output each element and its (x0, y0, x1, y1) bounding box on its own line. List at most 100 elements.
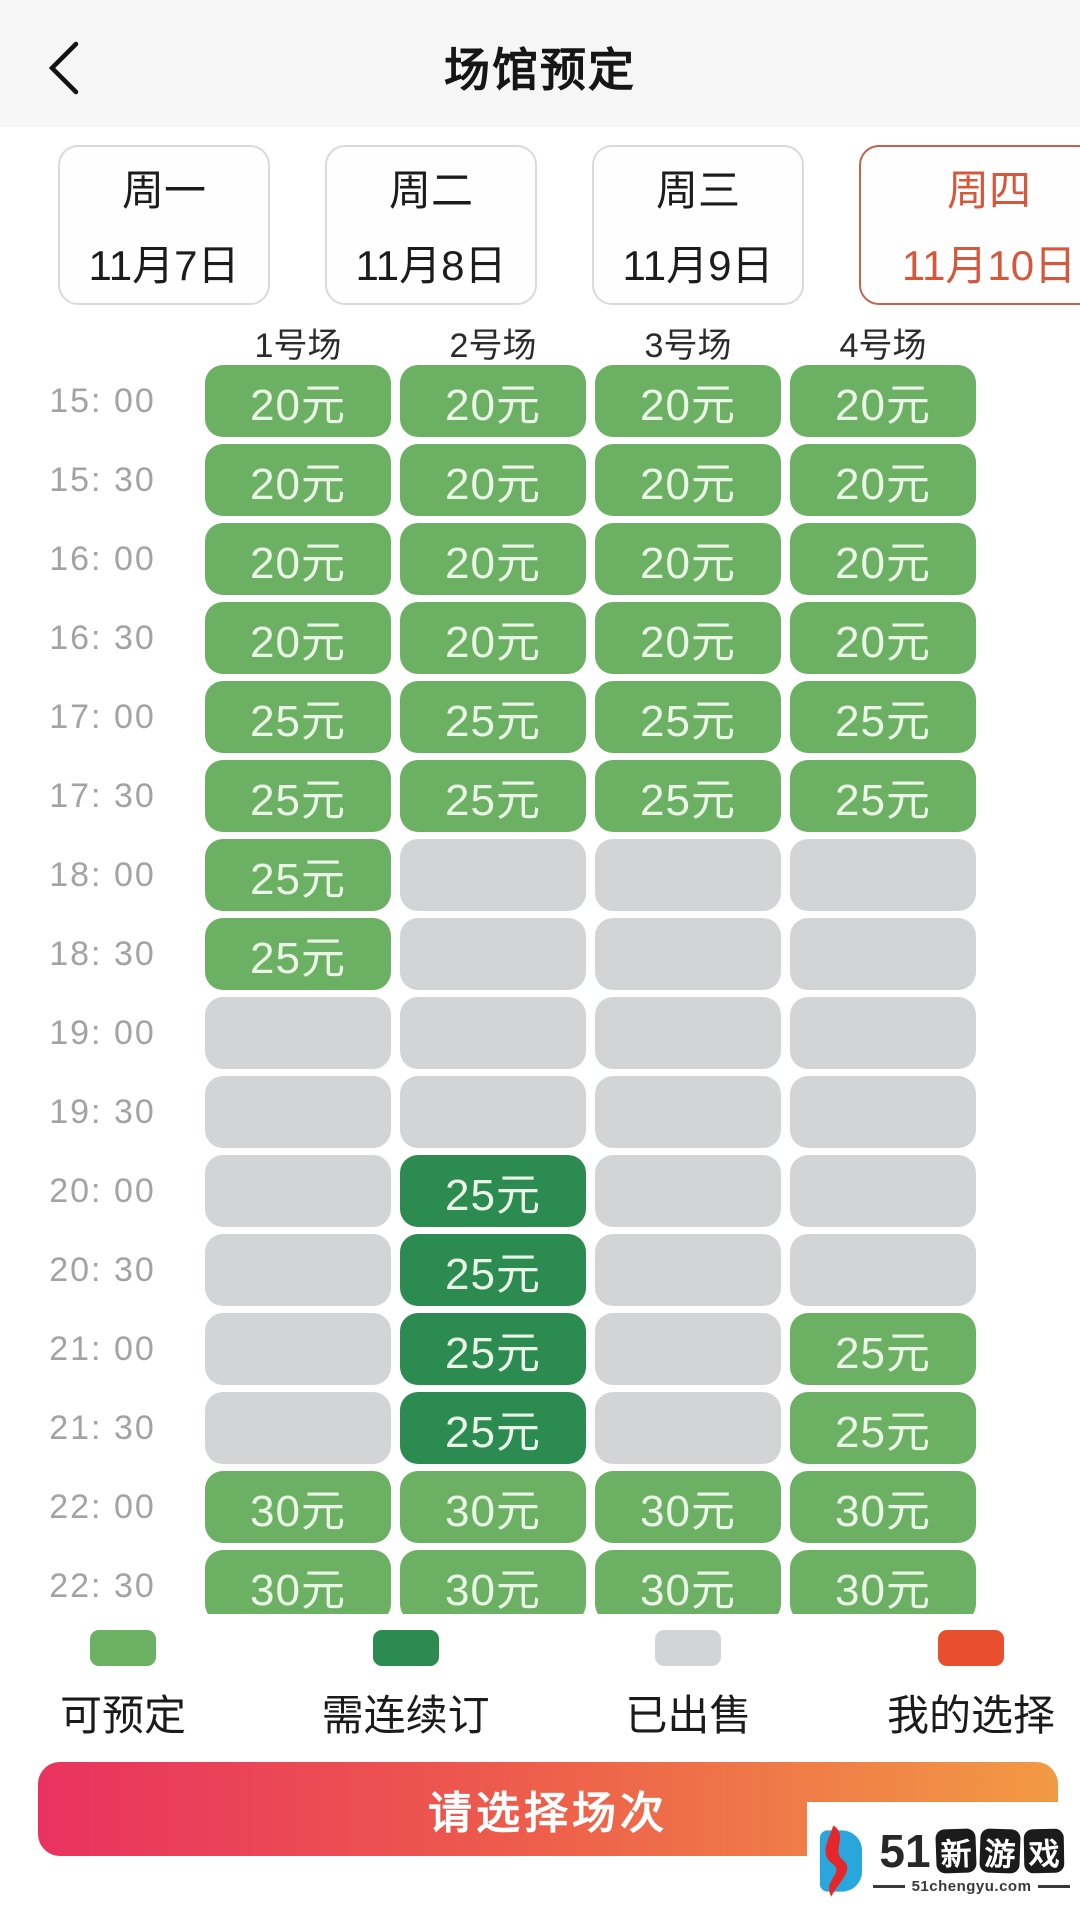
slot-cell-available[interactable]: 25元 (205, 918, 391, 990)
time-label: 16: 30 (49, 618, 156, 657)
slot-row: 22: 00 30元 30元 30元 30元 (0, 1471, 1080, 1543)
court-header-1: 1号场 (254, 327, 342, 365)
slot-cell-available[interactable]: 20元 (790, 602, 976, 674)
slot-cell-consecutive[interactable]: 25元 (400, 1313, 586, 1385)
tab-weekday: 周一 (121, 167, 206, 214)
slot-cell-sold (595, 997, 781, 1069)
watermark-stamp: 游 (978, 1827, 1021, 1874)
slot-cell-available[interactable]: 20元 (595, 602, 781, 674)
select-session-label: 请选择场次 (428, 1789, 668, 1838)
slot-cell-available[interactable]: 30元 (205, 1550, 391, 1614)
tab-date: 11月10日 (901, 242, 1077, 289)
court-header-2: 2号场 (449, 327, 537, 365)
slot-cell-sold (595, 1313, 781, 1385)
slot-cell-available[interactable]: 20元 (595, 365, 781, 437)
tab-weekday: 周四 (946, 167, 1031, 214)
slot-cell-available[interactable]: 25元 (400, 760, 586, 832)
slot-row: 20: 00 25元 (0, 1155, 1080, 1227)
slot-cell-available[interactable]: 30元 (400, 1471, 586, 1543)
slot-cell-available[interactable]: 25元 (205, 839, 391, 911)
legend-item-available: 可预定 (60, 1630, 186, 1743)
date-tab-4[interactable]: 周四 11月10日 (859, 145, 1080, 305)
date-tab-1[interactable]: 周一 11月7日 (58, 145, 270, 305)
slot-row: 20: 30 25元 (0, 1234, 1080, 1306)
court-headers: 1号场 2号场 3号场 4号场 (205, 318, 985, 367)
slot-row: 16: 30 20元 20元 20元 20元 (0, 602, 1080, 674)
slot-cell-sold (790, 1076, 976, 1148)
slot-cell-available[interactable]: 20元 (205, 602, 391, 674)
tab-date: 11月8日 (355, 242, 507, 289)
slot-cell-available[interactable]: 25元 (790, 1392, 976, 1464)
slot-cell-available[interactable]: 25元 (400, 681, 586, 753)
slot-cell-available[interactable]: 25元 (595, 681, 781, 753)
slot-cell-available[interactable]: 30元 (790, 1550, 976, 1614)
slot-cell-consecutive[interactable]: 25元 (400, 1155, 586, 1227)
slot-cell-available[interactable]: 30元 (595, 1471, 781, 1543)
legend-item-sold: 已出售 (625, 1630, 751, 1743)
header: 场馆预定 (0, 0, 1080, 127)
slot-cell-available[interactable]: 25元 (790, 1313, 976, 1385)
back-button[interactable] (40, 38, 88, 98)
slot-cell-consecutive[interactable]: 25元 (400, 1392, 586, 1464)
watermark-stamps: 新游戏 (934, 1827, 1064, 1874)
slot-cell-available[interactable]: 20元 (400, 365, 586, 437)
slot-row: 17: 00 25元 25元 25元 25元 (0, 681, 1080, 753)
legend-item-consecutive: 需连续订 (322, 1630, 490, 1743)
slot-cell-available[interactable]: 25元 (790, 760, 976, 832)
slot-cell-available[interactable]: 30元 (205, 1471, 391, 1543)
legend-label: 需连续订 (321, 1692, 490, 1739)
slot-cell-sold (595, 1392, 781, 1464)
watermark: 51 新游戏 51chengyu.com (807, 1802, 1080, 1920)
date-tab-3[interactable]: 周三 11月9日 (592, 145, 804, 305)
slot-row: 19: 00 (0, 997, 1080, 1069)
slot-cell-available[interactable]: 20元 (595, 523, 781, 595)
legend: 可预定 需连续订 已出售 我的选择 (0, 1630, 1080, 1743)
date-tab-strip[interactable]: 周一 11月7日 周二 11月8日 周三 11月9日 周四 11月10日 (0, 145, 1080, 311)
watermark-prefix: 51 (879, 1824, 931, 1877)
time-label: 22: 00 (49, 1487, 156, 1526)
slot-row: 16: 00 20元 20元 20元 20元 (0, 523, 1080, 595)
slot-cell-sold (790, 918, 976, 990)
back-chevron-icon (48, 41, 79, 95)
slot-cell-sold (595, 1155, 781, 1227)
time-label: 19: 30 (49, 1092, 156, 1131)
slot-cell-available[interactable]: 25元 (595, 760, 781, 832)
slot-cell-consecutive[interactable]: 25元 (400, 1234, 586, 1306)
slot-cell-sold (400, 1076, 586, 1148)
time-label: 21: 00 (49, 1329, 156, 1368)
tab-date: 11月9日 (622, 242, 774, 289)
date-tab-2[interactable]: 周二 11月8日 (325, 145, 537, 305)
time-label: 15: 30 (49, 460, 156, 499)
slot-cell-available[interactable]: 20元 (205, 365, 391, 437)
slot-cell-available[interactable]: 20元 (205, 523, 391, 595)
slot-row: 18: 30 25元 (0, 918, 1080, 990)
slot-cell-available[interactable]: 20元 (790, 523, 976, 595)
slot-cell-available[interactable]: 20元 (790, 365, 976, 437)
slot-cell-available[interactable]: 20元 (400, 602, 586, 674)
slot-cell-sold (595, 839, 781, 911)
legend-swatch-my_choice (937, 1630, 1004, 1666)
slot-cell-sold (790, 1155, 976, 1227)
slot-cell-sold (595, 1234, 781, 1306)
slot-cell-available[interactable]: 25元 (790, 681, 976, 753)
legend-swatch-available (90, 1630, 156, 1666)
slot-cell-sold (205, 1155, 391, 1227)
51-games-logo-icon (819, 1825, 862, 1897)
slot-cell-available[interactable]: 25元 (205, 760, 391, 832)
slot-cell-available[interactable]: 20元 (595, 444, 781, 516)
slot-cell-available[interactable]: 30元 (595, 1550, 781, 1614)
slot-cell-available[interactable]: 20元 (790, 444, 976, 516)
time-label: 19: 00 (49, 1013, 156, 1052)
watermark-text-block: 51 新游戏 51chengyu.com (872, 1824, 1071, 1895)
time-label: 15: 00 (49, 381, 156, 420)
slot-cell-available[interactable]: 30元 (400, 1550, 586, 1614)
court-header-3: 3号场 (644, 327, 732, 365)
slot-cell-sold (205, 1392, 391, 1464)
slot-cell-available[interactable]: 20元 (400, 444, 586, 516)
slot-cell-available[interactable]: 20元 (205, 444, 391, 516)
slot-cell-available[interactable]: 30元 (790, 1471, 976, 1543)
time-label: 21: 30 (49, 1408, 156, 1447)
tab-date: 11月7日 (88, 242, 240, 289)
slot-cell-available[interactable]: 25元 (205, 681, 391, 753)
slot-cell-available[interactable]: 20元 (400, 523, 586, 595)
